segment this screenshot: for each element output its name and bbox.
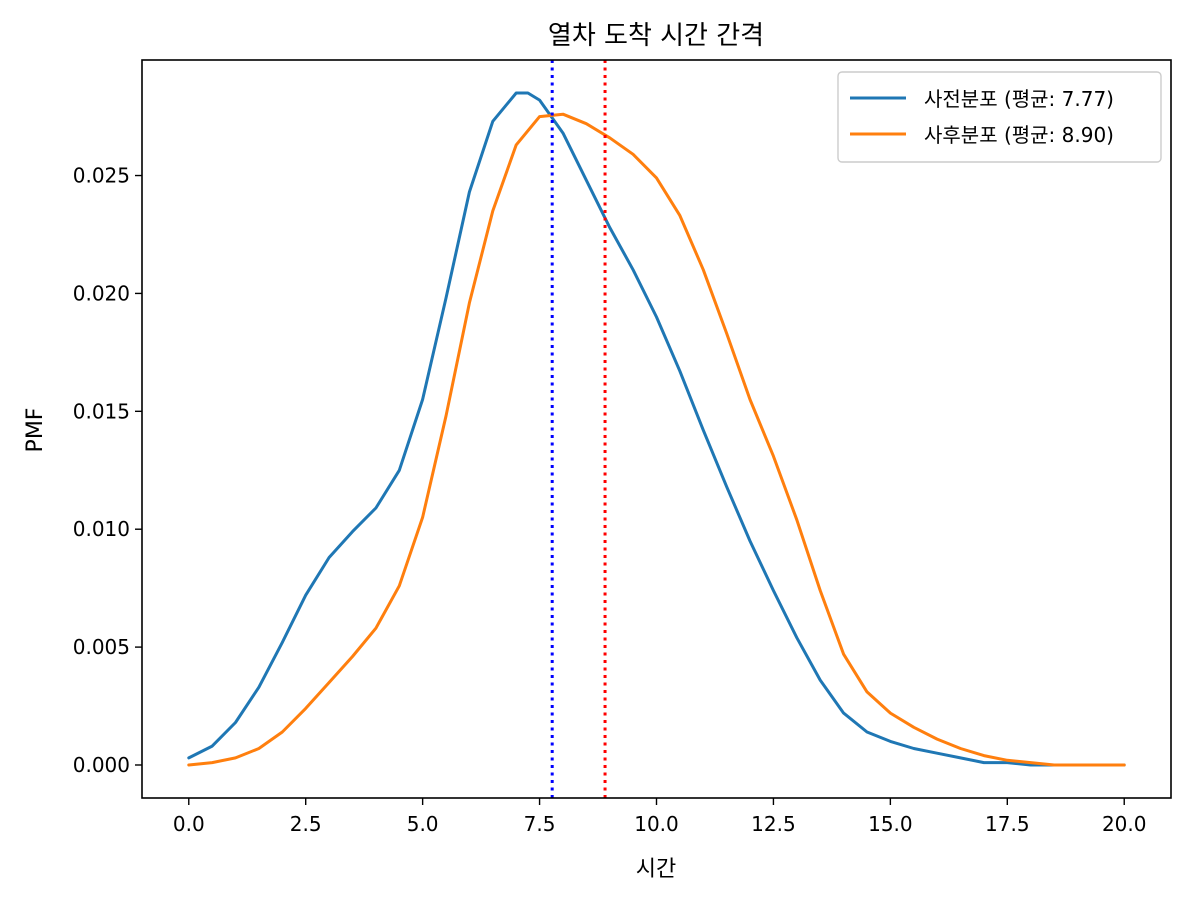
- x-tick-label: 20.0: [1102, 812, 1147, 836]
- plot-layer: [187, 60, 1126, 798]
- chart-title: 열차 도착 시간 간격: [548, 21, 764, 51]
- x-tick-label: 17.5: [985, 812, 1030, 836]
- x-tick-label: 7.5: [524, 812, 556, 836]
- x-tick-label: 2.5: [290, 812, 322, 836]
- x-tick-label: 5.0: [407, 812, 439, 836]
- legend-box: [837, 71, 1162, 163]
- x-tick-label: 10.0: [634, 812, 679, 836]
- x-tick-label: 12.5: [751, 812, 796, 836]
- y-axis-label: PMF: [23, 408, 48, 453]
- series-line-1: [187, 112, 1126, 767]
- y-axis-ticks: 0.000 0.005 0.010 0.015 0.020 0.025: [73, 164, 142, 777]
- x-tick-label: 15.0: [868, 812, 913, 836]
- legend-label-0: 사전분포 (평균: 7.77): [924, 87, 1114, 111]
- y-tick-label: 0.020: [73, 281, 130, 305]
- x-tick-label: 0.0: [173, 812, 205, 836]
- y-tick-label: 0.000: [73, 753, 130, 777]
- legend-label-1: 사후분포 (평균: 8.90): [924, 123, 1114, 147]
- plot-frame: [141, 59, 1172, 799]
- series-line-0: [187, 91, 1126, 767]
- y-tick-label: 0.025: [73, 164, 130, 188]
- y-tick-label: 0.005: [73, 635, 130, 659]
- legend: 사전분포 (평균: 7.77) 사후분포 (평균: 8.90): [837, 71, 1162, 163]
- x-axis-ticks: 0.0 2.5 5.0 7.5 10.0 12.5 15.0 17.5 20.0: [173, 798, 1147, 836]
- y-tick-label: 0.010: [73, 517, 130, 541]
- y-tick-label: 0.015: [73, 399, 130, 423]
- x-axis-label: 시간: [636, 857, 676, 882]
